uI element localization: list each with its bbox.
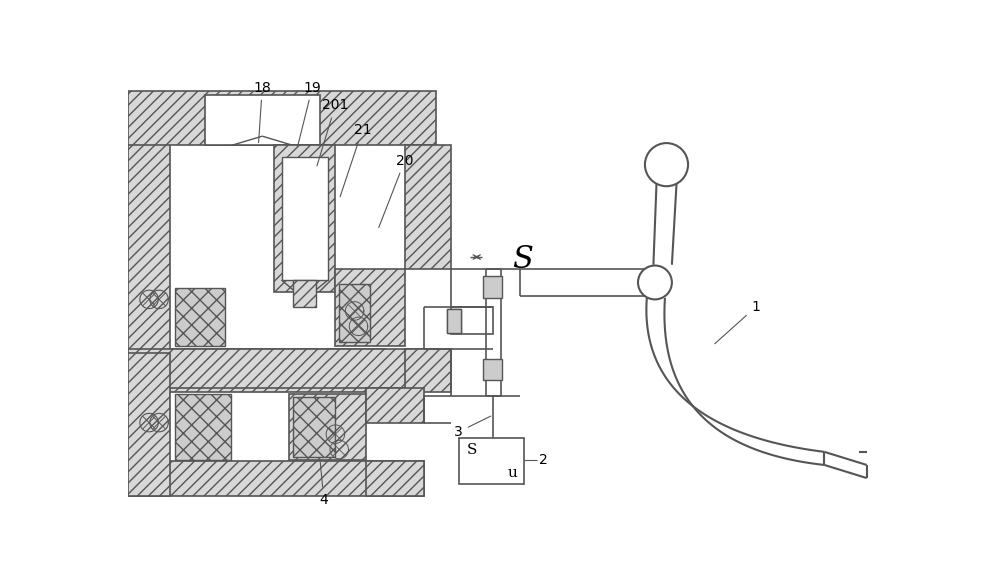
Bar	[128, 353, 170, 496]
Bar	[289, 394, 366, 459]
Text: S: S	[466, 443, 477, 457]
Bar	[293, 280, 316, 307]
Bar	[128, 461, 424, 496]
Bar	[282, 157, 328, 280]
Circle shape	[645, 143, 688, 186]
Text: 2: 2	[539, 453, 548, 467]
Bar	[366, 388, 424, 422]
Bar	[366, 461, 424, 496]
Text: 20: 20	[379, 154, 413, 227]
Bar	[459, 438, 524, 484]
Bar	[483, 276, 502, 298]
Text: S: S	[513, 244, 533, 275]
Bar	[339, 284, 370, 342]
Bar	[335, 268, 405, 345]
Text: u: u	[508, 466, 518, 479]
Bar	[405, 145, 451, 268]
Bar	[128, 349, 424, 388]
Bar	[451, 307, 493, 334]
Bar	[170, 349, 385, 392]
Bar	[293, 397, 335, 457]
Bar	[128, 99, 170, 392]
Text: 21: 21	[340, 123, 371, 197]
Bar	[170, 145, 385, 349]
Text: 18: 18	[253, 80, 271, 142]
Text: 19: 19	[298, 80, 321, 146]
Bar	[447, 310, 461, 332]
Text: 3: 3	[454, 416, 491, 439]
Bar	[175, 288, 225, 345]
Bar	[128, 92, 436, 145]
Bar	[447, 310, 461, 332]
Bar	[205, 95, 320, 145]
Bar	[405, 349, 451, 392]
Bar	[170, 388, 424, 461]
Bar	[483, 359, 502, 380]
Text: 201: 201	[317, 99, 349, 166]
Text: 1: 1	[715, 300, 760, 344]
Bar	[274, 145, 335, 292]
Text: 4: 4	[319, 462, 328, 507]
Circle shape	[638, 266, 672, 299]
Bar	[175, 394, 231, 459]
